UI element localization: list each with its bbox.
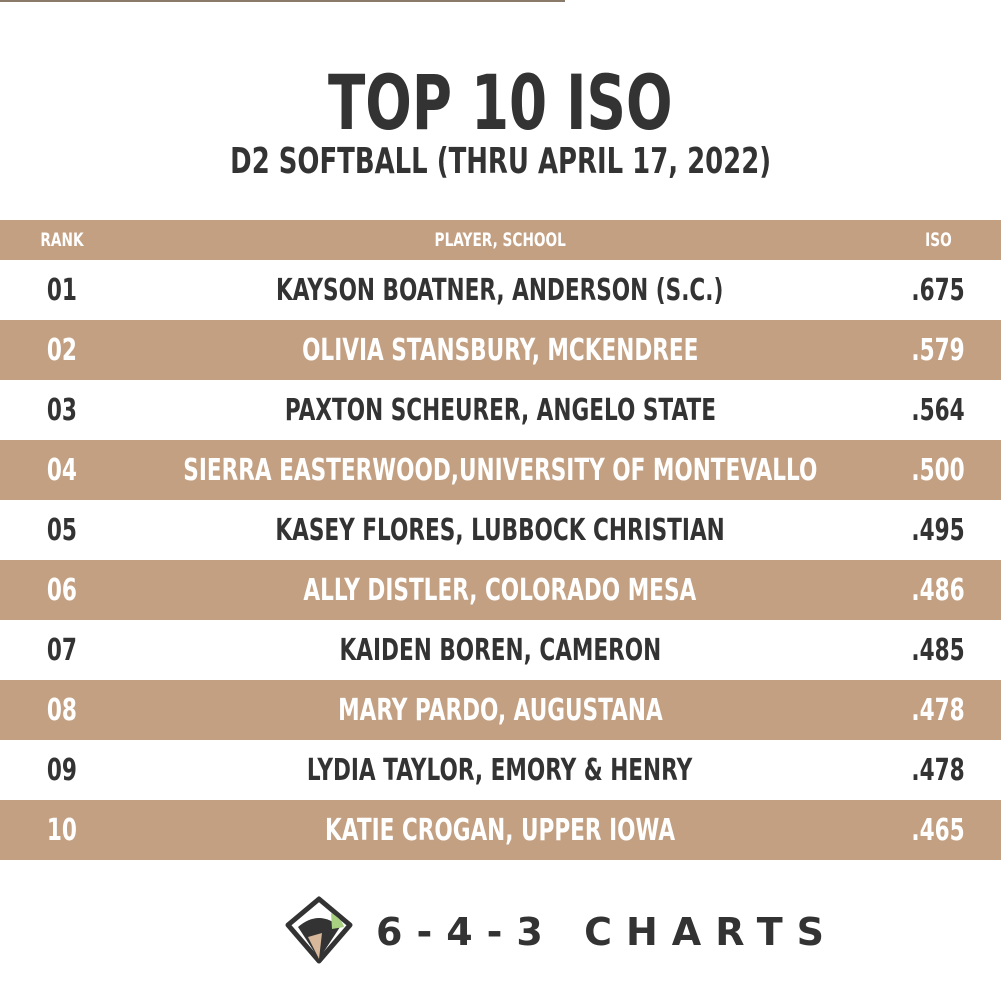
player: KAYSON BOATNER, ANDERSON (S.C.)	[110, 260, 890, 320]
iso-header-text: ISO	[924, 229, 952, 251]
logo-text: 6-4-3 CHARTS	[376, 910, 839, 954]
player-text: KATIE CROGAN, UPPER IOWA	[324, 812, 675, 848]
rank-text: 08	[46, 692, 78, 728]
iso-text: .485	[911, 632, 965, 668]
iso: .478	[898, 740, 978, 800]
table-row: 07 KAIDEN BOREN, CAMERON .485	[0, 620, 1001, 680]
rank: 06	[22, 560, 102, 620]
rank: 08	[22, 680, 102, 740]
player: OLIVIA STANSBURY, MCKENDREE	[110, 320, 890, 380]
rank-text: 09	[46, 752, 78, 788]
subtitle-wrap: D2 SOFTBALL (THRU APRIL 17, 2022)	[0, 140, 1001, 184]
iso-text: .500	[911, 452, 965, 488]
player: KASEY FLORES, LUBBOCK CHRISTIAN	[110, 500, 890, 560]
rank-text: 10	[46, 812, 78, 848]
iso-text: .564	[911, 392, 965, 428]
iso-text: .486	[911, 572, 965, 608]
table-row: 04 SIERRA EASTERWOOD,UNIVERSITY OF MONTEV…	[0, 440, 1001, 500]
player-text: MARY PARDO, AUGUSTANA	[337, 692, 663, 728]
rank: 02	[22, 320, 102, 380]
player-text: OLIVIA STANSBURY, MCKENDREE	[301, 332, 699, 368]
iso: .564	[898, 380, 978, 440]
table-row: 10 KATIE CROGAN, UPPER IOWA .465	[0, 800, 1001, 860]
rank: 10	[22, 800, 102, 860]
rank: 04	[22, 440, 102, 500]
iso-text: .478	[911, 752, 965, 788]
player: LYDIA TAYLOR, EMORY & HENRY	[110, 740, 890, 800]
rank: 07	[22, 620, 102, 680]
table-row: 01 KAYSON BOATNER, ANDERSON (S.C.) .675	[0, 260, 1001, 320]
player-text: PAXTON SCHEURER, ANGELO STATE	[284, 392, 716, 428]
player: MARY PARDO, AUGUSTANA	[110, 680, 890, 740]
rank-header: RANK	[22, 220, 102, 260]
player-header: PLAYER, SCHOOL	[110, 220, 890, 260]
table-row: 05 KASEY FLORES, LUBBOCK CHRISTIAN .495	[0, 500, 1001, 560]
player: KAIDEN BOREN, CAMERON	[110, 620, 890, 680]
player: KATIE CROGAN, UPPER IOWA	[110, 800, 890, 860]
rank-text: 02	[46, 332, 78, 368]
iso: .465	[898, 800, 978, 860]
iso: .500	[898, 440, 978, 500]
player-text: KASEY FLORES, LUBBOCK CHRISTIAN	[275, 512, 725, 548]
rank-text: 06	[46, 572, 78, 608]
player-text: KAYSON BOATNER, ANDERSON (S.C.)	[276, 272, 724, 308]
rank-header-text: RANK	[40, 229, 84, 251]
player-text: SIERRA EASTERWOOD,UNIVERSITY OF MONTEVAL…	[182, 452, 818, 488]
header-row: RANK PLAYER, SCHOOL ISO	[0, 220, 1001, 260]
player: PAXTON SCHEURER, ANGELO STATE	[110, 380, 890, 440]
top-rule	[0, 0, 565, 2]
iso: .579	[898, 320, 978, 380]
iso: .675	[898, 260, 978, 320]
player: ALLY DISTLER, COLORADO MESA	[110, 560, 890, 620]
subtitle: D2 SOFTBALL (THRU APRIL 17, 2022)	[230, 141, 771, 182]
rank: 09	[22, 740, 102, 800]
rank-text: 01	[46, 272, 78, 308]
iso-header: ISO	[898, 220, 978, 260]
player: SIERRA EASTERWOOD,UNIVERSITY OF MONTEVAL…	[110, 440, 890, 500]
iso: .495	[898, 500, 978, 560]
table-row: 09 LYDIA TAYLOR, EMORY & HENRY .478	[0, 740, 1001, 800]
logo-icon	[285, 896, 353, 964]
rank: 03	[22, 380, 102, 440]
rank-text: 07	[46, 632, 78, 668]
player-text: KAIDEN BOREN, CAMERON	[339, 632, 661, 668]
table-row: 03 PAXTON SCHEURER, ANGELO STATE .564	[0, 380, 1001, 440]
iso-text: .579	[911, 332, 965, 368]
iso: .485	[898, 620, 978, 680]
rank: 01	[22, 260, 102, 320]
player-header-text: PLAYER, SCHOOL	[434, 229, 566, 251]
iso: .478	[898, 680, 978, 740]
table-row: 08 MARY PARDO, AUGUSTANA .478	[0, 680, 1001, 740]
iso-text: .465	[911, 812, 965, 848]
rank-text: 04	[46, 452, 78, 488]
rank-text: 03	[46, 392, 78, 428]
iso-text: .675	[911, 272, 965, 308]
rank-text: 05	[46, 512, 78, 548]
rank: 05	[22, 500, 102, 560]
table-row: 02 OLIVIA STANSBURY, MCKENDREE .579	[0, 320, 1001, 380]
player-text: ALLY DISTLER, COLORADO MESA	[303, 572, 697, 608]
table-row: 06 ALLY DISTLER, COLORADO MESA .486	[0, 560, 1001, 620]
player-text: LYDIA TAYLOR, EMORY & HENRY	[307, 752, 693, 788]
iso-text: .478	[911, 692, 965, 728]
title: TOP 10 ISO	[328, 58, 673, 147]
title-wrap: TOP 10 ISO	[0, 58, 1001, 148]
iso-text: .495	[911, 512, 965, 548]
iso: .486	[898, 560, 978, 620]
